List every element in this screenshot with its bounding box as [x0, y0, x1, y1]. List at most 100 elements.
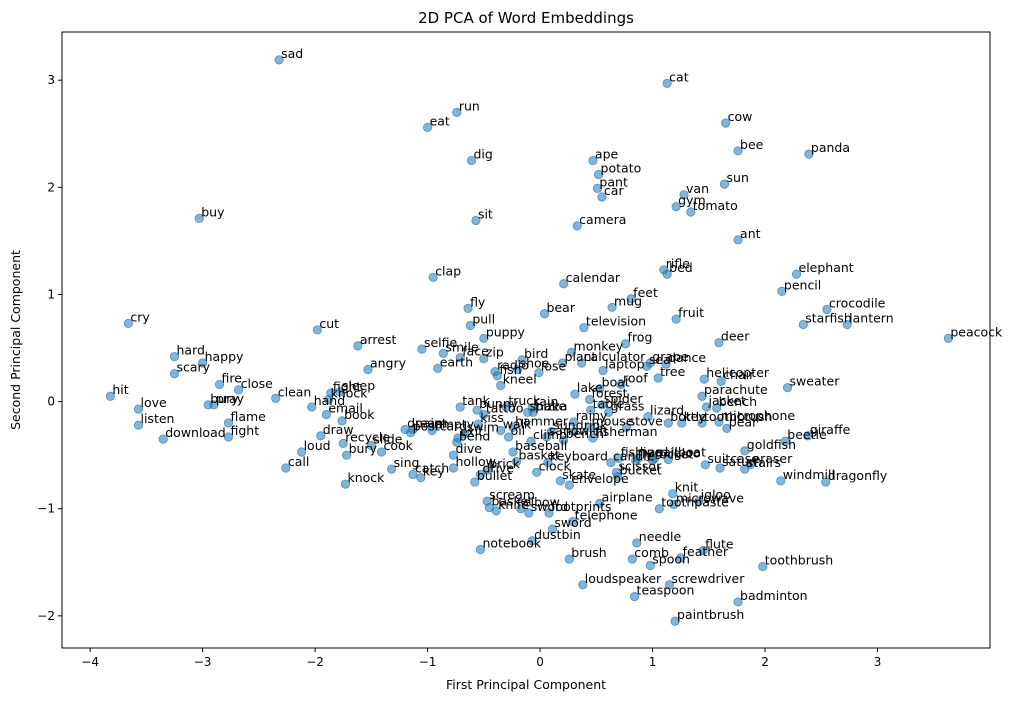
point-label: footprints [551, 499, 611, 514]
point-label: fire [221, 370, 242, 385]
data-point [363, 364, 373, 375]
point-label: fly [638, 447, 654, 462]
point-label: van [686, 181, 709, 196]
point-label: skate [562, 467, 596, 482]
point-label: brick [489, 456, 520, 471]
data-point [105, 391, 115, 401]
y-tick-label: 1 [47, 287, 55, 301]
point-label: bear [547, 300, 576, 315]
data-point [606, 458, 616, 468]
data-point [643, 411, 653, 422]
data-point [662, 269, 672, 279]
data-point [577, 358, 587, 368]
point-label: helicopter [706, 365, 770, 380]
data-point [417, 344, 427, 354]
point-label: grass [611, 398, 645, 413]
point-label: telephone [575, 508, 638, 523]
point-label: monkey [574, 338, 624, 353]
data-point [733, 597, 743, 607]
point-label: notebook [482, 535, 541, 550]
point-label: sleep [342, 378, 375, 393]
data-point [803, 431, 813, 441]
data-point [316, 431, 326, 441]
data-point [448, 450, 459, 460]
point-label: sweater [790, 374, 841, 389]
point-label: happy [205, 349, 244, 364]
point-label: toothbrush [765, 553, 833, 568]
point-label: feet [633, 285, 658, 300]
point-label: flute [705, 537, 734, 552]
point-label: paintbrush [677, 607, 744, 622]
data-point [758, 561, 768, 572]
point-label: goldfish [747, 437, 796, 452]
point-label: slide [373, 432, 402, 447]
data-point [671, 314, 681, 324]
data-point [572, 221, 582, 231]
point-label: suitcase [707, 451, 759, 466]
data-point [274, 55, 284, 65]
point-label: lose [541, 359, 567, 374]
data-point [716, 376, 726, 386]
data-point [547, 524, 558, 534]
data-point [307, 402, 317, 412]
point-label: igloo [670, 445, 700, 460]
point-label: puppy [486, 324, 526, 339]
data-point [670, 616, 680, 626]
x-tick-label: 3 [874, 655, 882, 669]
point-label: selfie [424, 335, 458, 350]
point-label: hard [640, 444, 668, 459]
point-label: sing [394, 455, 420, 470]
data-point [492, 371, 502, 381]
data-point [542, 432, 552, 442]
data-point [676, 553, 686, 563]
point-label: tomato [693, 198, 738, 213]
data-point [517, 355, 527, 365]
point-label: comb [634, 545, 669, 560]
point-label: chair [723, 367, 755, 382]
point-label: fish [499, 362, 521, 377]
point-label: clock [539, 458, 572, 473]
data-point [386, 464, 397, 474]
point-label: pencil [784, 277, 821, 292]
data-point [428, 272, 438, 282]
data-point [822, 304, 832, 315]
point-label: laptop [605, 357, 645, 372]
data-point [662, 78, 672, 89]
data-point [584, 394, 595, 405]
point-label: pizza [535, 398, 567, 413]
point-label: keyboard [550, 449, 608, 464]
point-label: eat [430, 113, 450, 128]
data-point [661, 359, 671, 369]
data-point [526, 436, 536, 446]
point-label: drive [482, 460, 514, 475]
point-label: starfish [805, 310, 852, 325]
point-label: download [165, 425, 225, 440]
data-point [214, 379, 225, 390]
point-label: postcard [413, 419, 467, 434]
point-label: angry [370, 355, 407, 370]
point-label: lake [577, 380, 603, 395]
point-label: clean [278, 384, 312, 399]
point-label: basket [491, 494, 533, 509]
data-point [715, 463, 725, 473]
data-point [694, 496, 704, 506]
data-point [448, 463, 459, 473]
point-label: roof [623, 370, 648, 385]
data-point [508, 447, 518, 457]
point-label: camera [579, 212, 626, 227]
point-label: boat [602, 375, 630, 390]
data-point [699, 374, 709, 384]
point-label: forest [592, 385, 628, 400]
x-tick-label: −1 [419, 655, 437, 669]
data-point [470, 477, 480, 487]
data-point [777, 286, 787, 296]
point-label: igloo [701, 487, 731, 502]
data-point [559, 279, 569, 289]
data-point [821, 477, 831, 487]
data-point [539, 309, 550, 319]
point-label: needle [639, 529, 682, 544]
point-label: sword [531, 499, 568, 514]
y-axis-label: Second Principal Component [8, 250, 23, 430]
